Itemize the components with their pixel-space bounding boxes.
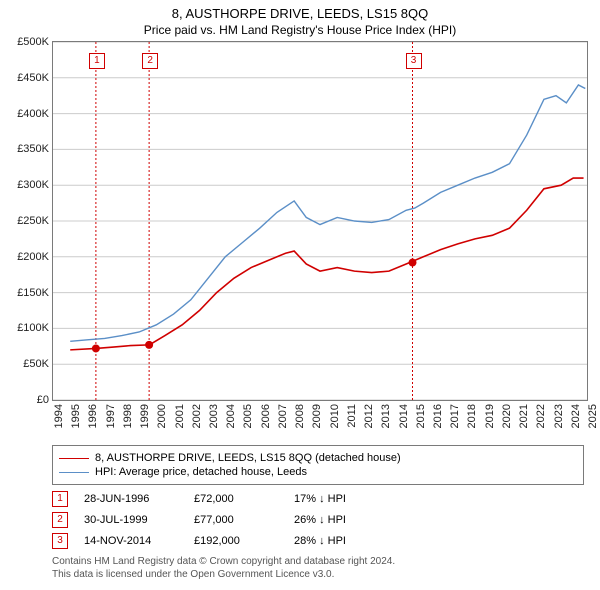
x-tick-label: 1996 bbox=[87, 404, 99, 428]
y-tick-label: £450K bbox=[5, 72, 49, 84]
legend-row: HPI: Average price, detached house, Leed… bbox=[59, 466, 577, 478]
event-date: 30-JUL-1999 bbox=[84, 514, 194, 526]
x-tick-label: 2012 bbox=[363, 404, 375, 428]
y-tick-label: £400K bbox=[5, 108, 49, 120]
x-tick-label: 2014 bbox=[398, 404, 410, 428]
footer-line1: Contains HM Land Registry data © Crown c… bbox=[52, 555, 584, 568]
event-marker-1: 1 bbox=[89, 53, 105, 69]
x-tick-label: 1997 bbox=[105, 404, 117, 428]
x-tick-label: 2019 bbox=[484, 404, 496, 428]
x-tick-label: 2021 bbox=[518, 404, 530, 428]
event-row: 2 30-JUL-1999£77,00026% ↓ HPI bbox=[52, 512, 584, 528]
y-tick-label: £250K bbox=[5, 215, 49, 227]
x-tick-label: 2011 bbox=[346, 404, 358, 428]
series-price_paid bbox=[70, 178, 583, 350]
legend-row: 8, AUSTHORPE DRIVE, LEEDS, LS15 8QQ (det… bbox=[59, 452, 577, 464]
x-tick-label: 2022 bbox=[535, 404, 547, 428]
event-date: 14-NOV-2014 bbox=[84, 535, 194, 547]
y-tick-label: £50K bbox=[5, 358, 49, 370]
x-tick-label: 1995 bbox=[70, 404, 82, 428]
footer-line2: This data is licensed under the Open Gov… bbox=[52, 568, 584, 581]
legend-swatch bbox=[59, 458, 89, 459]
x-tick-label: 2023 bbox=[553, 404, 565, 428]
x-tick-label: 2025 bbox=[587, 404, 599, 428]
x-tick-label: 2005 bbox=[242, 404, 254, 428]
x-tick-label: 2015 bbox=[415, 404, 427, 428]
event-num-box: 3 bbox=[52, 533, 68, 549]
x-tick-label: 2003 bbox=[208, 404, 220, 428]
event-date: 28-JUN-1996 bbox=[84, 493, 194, 505]
event-row: 1 28-JUN-1996£72,00017% ↓ HPI bbox=[52, 491, 584, 507]
x-tick-label: 2001 bbox=[174, 404, 186, 428]
event-diff: 17% ↓ HPI bbox=[294, 493, 384, 505]
event-marker-2: 2 bbox=[142, 53, 158, 69]
x-tick-label: 2009 bbox=[311, 404, 323, 428]
x-tick-label: 1999 bbox=[139, 404, 151, 428]
x-tick-label: 2010 bbox=[329, 404, 341, 428]
y-tick-label: £500K bbox=[5, 36, 49, 48]
x-tick-label: 1998 bbox=[122, 404, 134, 428]
legend: 8, AUSTHORPE DRIVE, LEEDS, LS15 8QQ (det… bbox=[52, 445, 584, 485]
event-marker-3: 3 bbox=[406, 53, 422, 69]
y-tick-label: £0 bbox=[5, 394, 49, 406]
footer-attribution: Contains HM Land Registry data © Crown c… bbox=[52, 555, 584, 581]
legend-label: 8, AUSTHORPE DRIVE, LEEDS, LS15 8QQ (det… bbox=[95, 452, 401, 464]
event-diff: 28% ↓ HPI bbox=[294, 535, 384, 547]
event-num-box: 2 bbox=[52, 512, 68, 528]
y-tick-label: £350K bbox=[5, 143, 49, 155]
events-table: 1 28-JUN-1996£72,00017% ↓ HPI 2 30-JUL-1999… bbox=[52, 491, 584, 549]
x-tick-label: 2017 bbox=[449, 404, 461, 428]
event-price: £72,000 bbox=[194, 493, 294, 505]
event-row: 3 14-NOV-2014£192,00028% ↓ HPI bbox=[52, 533, 584, 549]
x-tick-label: 2024 bbox=[570, 404, 582, 428]
event-price: £77,000 bbox=[194, 514, 294, 526]
legend-label: HPI: Average price, detached house, Leed… bbox=[95, 466, 307, 478]
x-tick-label: 2018 bbox=[466, 404, 478, 428]
y-tick-label: £200K bbox=[5, 251, 49, 263]
chart-subtitle: Price paid vs. HM Land Registry's House … bbox=[0, 21, 600, 41]
event-num-box: 1 bbox=[52, 491, 68, 507]
y-tick-label: £150K bbox=[5, 287, 49, 299]
y-tick-label: £300K bbox=[5, 179, 49, 191]
chart-svg bbox=[53, 42, 587, 400]
x-tick-label: 2008 bbox=[294, 404, 306, 428]
x-tick-label: 2006 bbox=[260, 404, 272, 428]
x-tick-label: 2016 bbox=[432, 404, 444, 428]
event-diff: 26% ↓ HPI bbox=[294, 514, 384, 526]
x-tick-label: 2013 bbox=[380, 404, 392, 428]
chart-title: 8, AUSTHORPE DRIVE, LEEDS, LS15 8QQ bbox=[0, 0, 600, 21]
x-tick-label: 2002 bbox=[191, 404, 203, 428]
x-tick-label: 2007 bbox=[277, 404, 289, 428]
chart-area: £0£50K£100K£150K£200K£250K£300K£350K£400… bbox=[52, 41, 588, 401]
x-tick-label: 2000 bbox=[156, 404, 168, 428]
x-tick-label: 2020 bbox=[501, 404, 513, 428]
x-tick-label: 2004 bbox=[225, 404, 237, 428]
y-tick-label: £100K bbox=[5, 322, 49, 334]
event-price: £192,000 bbox=[194, 535, 294, 547]
series-hpi bbox=[70, 85, 585, 341]
x-tick-label: 1994 bbox=[53, 404, 65, 428]
legend-swatch bbox=[59, 472, 89, 473]
